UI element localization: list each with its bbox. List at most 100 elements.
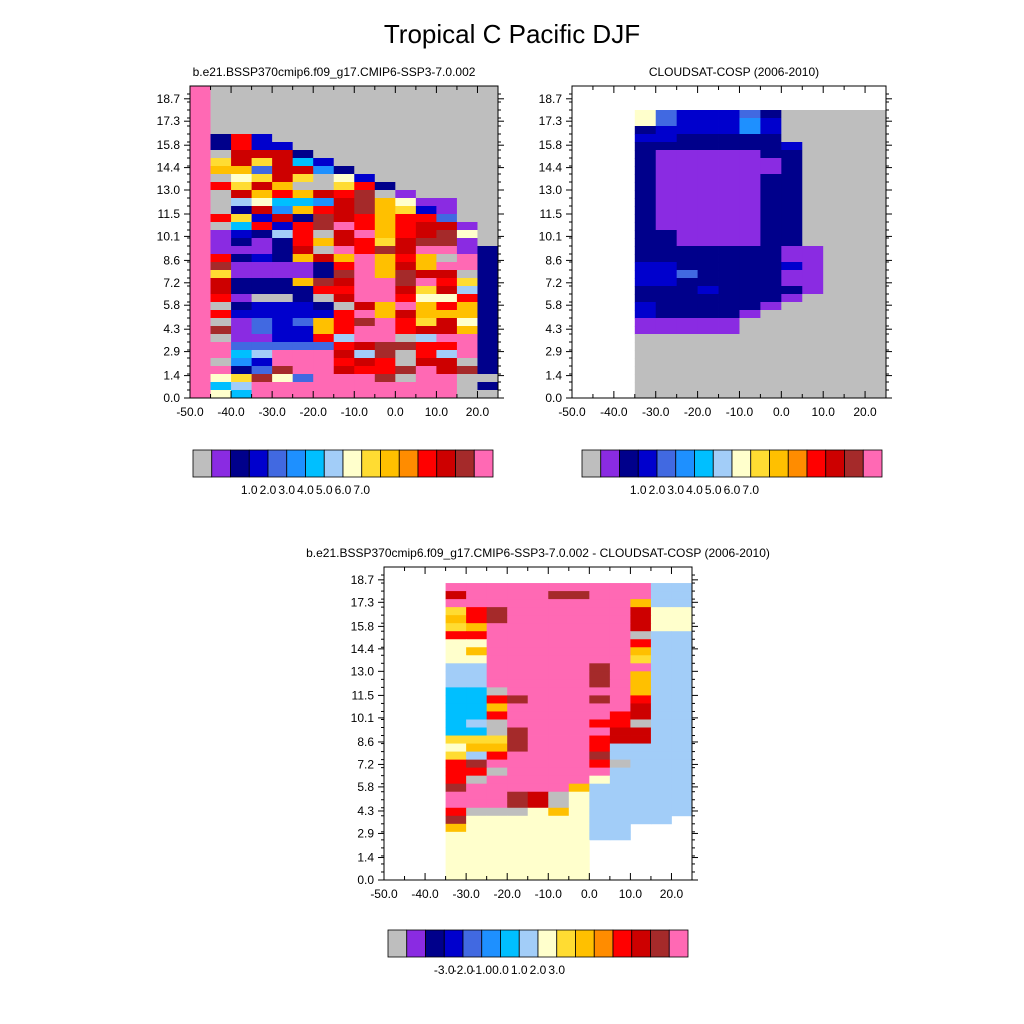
heatmap-cell <box>445 767 467 777</box>
heatmap-cell <box>313 142 335 151</box>
heatmap-cell <box>676 110 698 119</box>
heatmap-cell <box>507 679 529 688</box>
heatmap-cell <box>697 358 719 367</box>
heatmap-cell <box>231 350 252 359</box>
heatmap-cell <box>650 663 672 672</box>
heatmap-cell <box>292 182 314 191</box>
heatmap-cell <box>251 110 273 119</box>
heatmap-cell <box>436 118 458 127</box>
heatmap-cell <box>697 278 719 287</box>
heatmap-cell <box>507 871 529 881</box>
heatmap-cell <box>507 647 529 656</box>
heatmap-cell <box>760 206 782 215</box>
heatmap-cell <box>568 735 590 744</box>
heatmap-cell <box>718 190 740 199</box>
heatmap-cell <box>395 334 417 343</box>
heatmap-cell <box>760 166 782 175</box>
heatmap-cell <box>374 134 396 143</box>
heatmap-cell <box>781 278 803 287</box>
heatmap-cell <box>630 679 652 688</box>
heatmap-cell <box>210 310 232 319</box>
heatmap-cell <box>823 382 845 391</box>
heatmap-cell <box>634 174 657 183</box>
heatmap-cell <box>477 182 499 191</box>
heatmap-cell <box>802 366 824 375</box>
heatmap-cell <box>760 310 782 319</box>
heatmap-cell <box>548 751 570 761</box>
heatmap-cell <box>630 695 652 704</box>
heatmap-cell <box>676 246 698 255</box>
heatmap-cell <box>210 238 232 247</box>
heatmap-cell <box>333 166 355 175</box>
heatmap-cell <box>609 663 631 672</box>
heatmap-cell <box>507 631 529 640</box>
heatmap-cell <box>251 198 273 207</box>
heatmap-cell <box>676 278 698 287</box>
heatmap-cell <box>466 863 488 873</box>
heatmap-cell <box>781 254 803 263</box>
heatmap-cell <box>466 607 488 616</box>
heatmap-cell <box>374 318 396 327</box>
x-tick-label: -30.0 <box>452 887 480 901</box>
heatmap-cell <box>718 118 740 127</box>
heatmap-cell <box>190 366 211 375</box>
heatmap-cell <box>507 639 529 648</box>
heatmap-cell <box>436 134 458 143</box>
heatmap-cell <box>292 254 314 263</box>
heatmap-cell <box>527 639 549 648</box>
heatmap-cell <box>568 799 590 809</box>
y-tick-label: 10.1 <box>351 711 375 725</box>
heatmap-cell <box>589 615 611 624</box>
colorbar-box <box>750 449 770 478</box>
heatmap-cell <box>251 246 273 255</box>
heatmap-cell <box>354 134 376 143</box>
heatmap-cell <box>333 366 355 375</box>
heatmap-cell <box>865 254 887 263</box>
heatmap-cell <box>802 158 824 167</box>
heatmap-cell <box>609 687 631 696</box>
heatmap-cell <box>333 310 355 319</box>
heatmap-cell <box>272 134 294 143</box>
heatmap-cell <box>445 687 467 696</box>
heatmap-cell <box>739 286 761 295</box>
heatmap-cell <box>844 206 866 215</box>
heatmap-cell <box>844 366 866 375</box>
heatmap-cell <box>354 286 376 295</box>
heatmap-cell <box>251 342 273 351</box>
colorbar-label: -1.0 <box>471 963 492 977</box>
heatmap-cell <box>436 182 458 191</box>
heatmap-cell <box>650 695 672 704</box>
heatmap-cell <box>210 126 232 135</box>
heatmap-cell <box>589 751 611 761</box>
heatmap-cell <box>507 791 529 801</box>
heatmap-cell <box>634 318 657 327</box>
x-tick-label: 20.0 <box>466 405 490 419</box>
heatmap-cell <box>415 150 437 159</box>
heatmap-cell <box>251 158 273 167</box>
heatmap-cell <box>486 727 508 736</box>
heatmap-cell <box>477 286 499 295</box>
heatmap-cell <box>802 206 824 215</box>
heatmap-cell <box>760 174 782 183</box>
heatmap-cell <box>697 110 719 119</box>
heatmap-cell <box>507 623 529 632</box>
heatmap-cell <box>466 871 488 881</box>
heatmap-cell <box>251 358 273 367</box>
heatmap-cell <box>548 647 570 656</box>
heatmap-cell <box>844 198 866 207</box>
heatmap-cell <box>781 238 803 247</box>
heatmap-cell <box>456 150 478 159</box>
heatmap-cell <box>292 286 314 295</box>
heatmap-cell <box>718 126 740 135</box>
heatmap-cell <box>697 286 719 295</box>
panel-title: b.e21.BSSP370cmip6.f09_g17.CMIP6-SSP3-7.… <box>306 546 770 560</box>
heatmap-cell <box>445 735 467 744</box>
heatmap-cell <box>445 671 467 680</box>
heatmap-cell <box>844 334 866 343</box>
heatmap-cell <box>456 270 478 279</box>
heatmap-cell <box>865 222 887 231</box>
heatmap-cell <box>415 142 437 151</box>
heatmap-cell <box>313 238 335 247</box>
heatmap-cell <box>354 166 376 175</box>
heatmap-cell <box>486 679 508 688</box>
